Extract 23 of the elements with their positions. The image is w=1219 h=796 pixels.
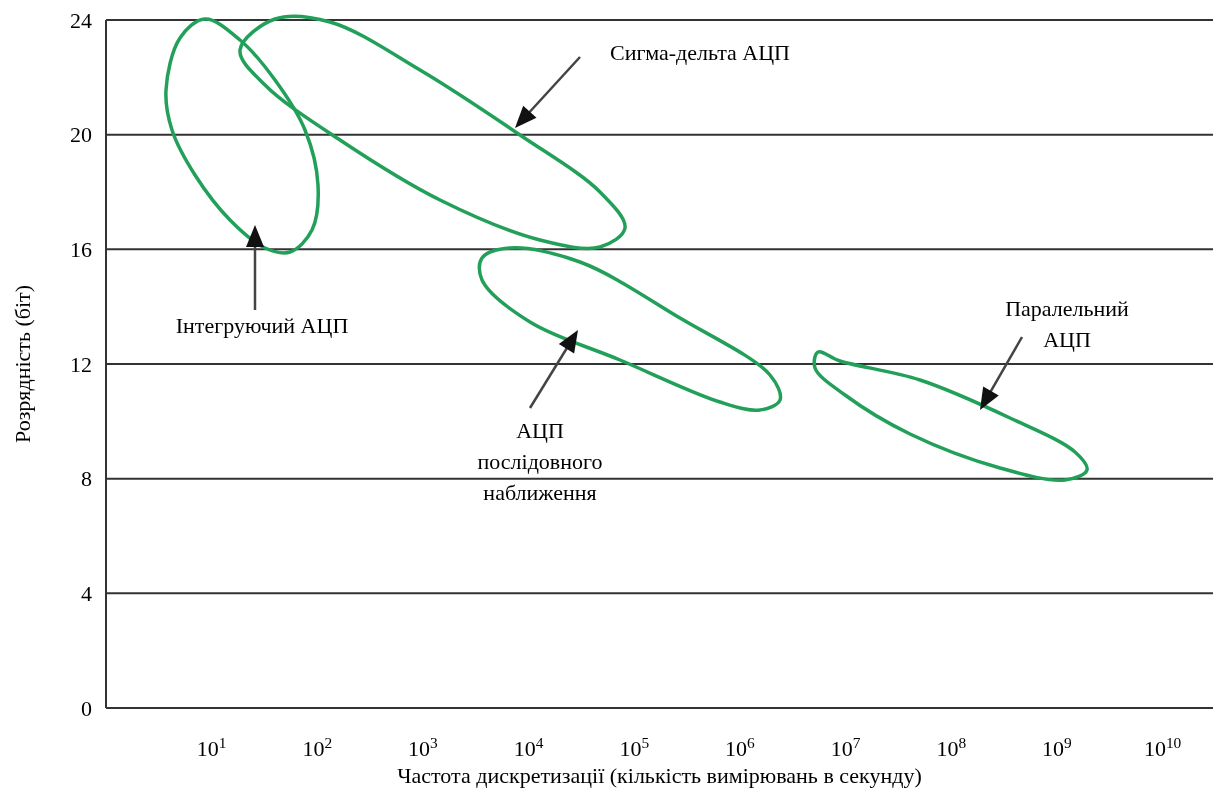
y-tick-label: 4 (81, 581, 92, 607)
x-tick-label: 10$^{9}$ (1042, 733, 1073, 761)
x-tick-label: 10$^{7}$ (830, 733, 861, 761)
x-tick-label: 10$^{5}$ (619, 733, 650, 761)
y-tick-label: 16 (70, 237, 92, 263)
y-tick-label: 20 (70, 122, 92, 148)
y-tick-label: 8 (81, 466, 92, 492)
annotation: АЦП послідовного наближення (477, 418, 603, 505)
y-tick-label: 0 (81, 695, 92, 721)
y-axis-title: Розрядність (біт) (10, 284, 35, 444)
annotation: Паралельний АЦП (1005, 296, 1130, 352)
x-tick-label: 10$^{1}$ (196, 733, 227, 761)
x-tick-label: 10$^{10}$ (1143, 733, 1182, 761)
annotation: Сигма-дельта АЦП (610, 40, 791, 65)
y-tick-label: 12 (70, 351, 92, 377)
x-axis-title: Частота дискретизації (кількість вимірювань в секунду) (397, 763, 922, 788)
x-tick-label: 10$^{8}$ (936, 733, 967, 761)
x-tick-label: 10$^{2}$ (302, 733, 333, 761)
annotation: Інтегруючий АЦП (175, 313, 349, 338)
y-tick-label: 24 (70, 7, 92, 33)
x-tick-label: 10$^{3}$ (408, 733, 439, 761)
x-tick-label: 10$^{6}$ (725, 733, 756, 761)
x-tick-label: 10$^{4}$ (513, 733, 544, 761)
